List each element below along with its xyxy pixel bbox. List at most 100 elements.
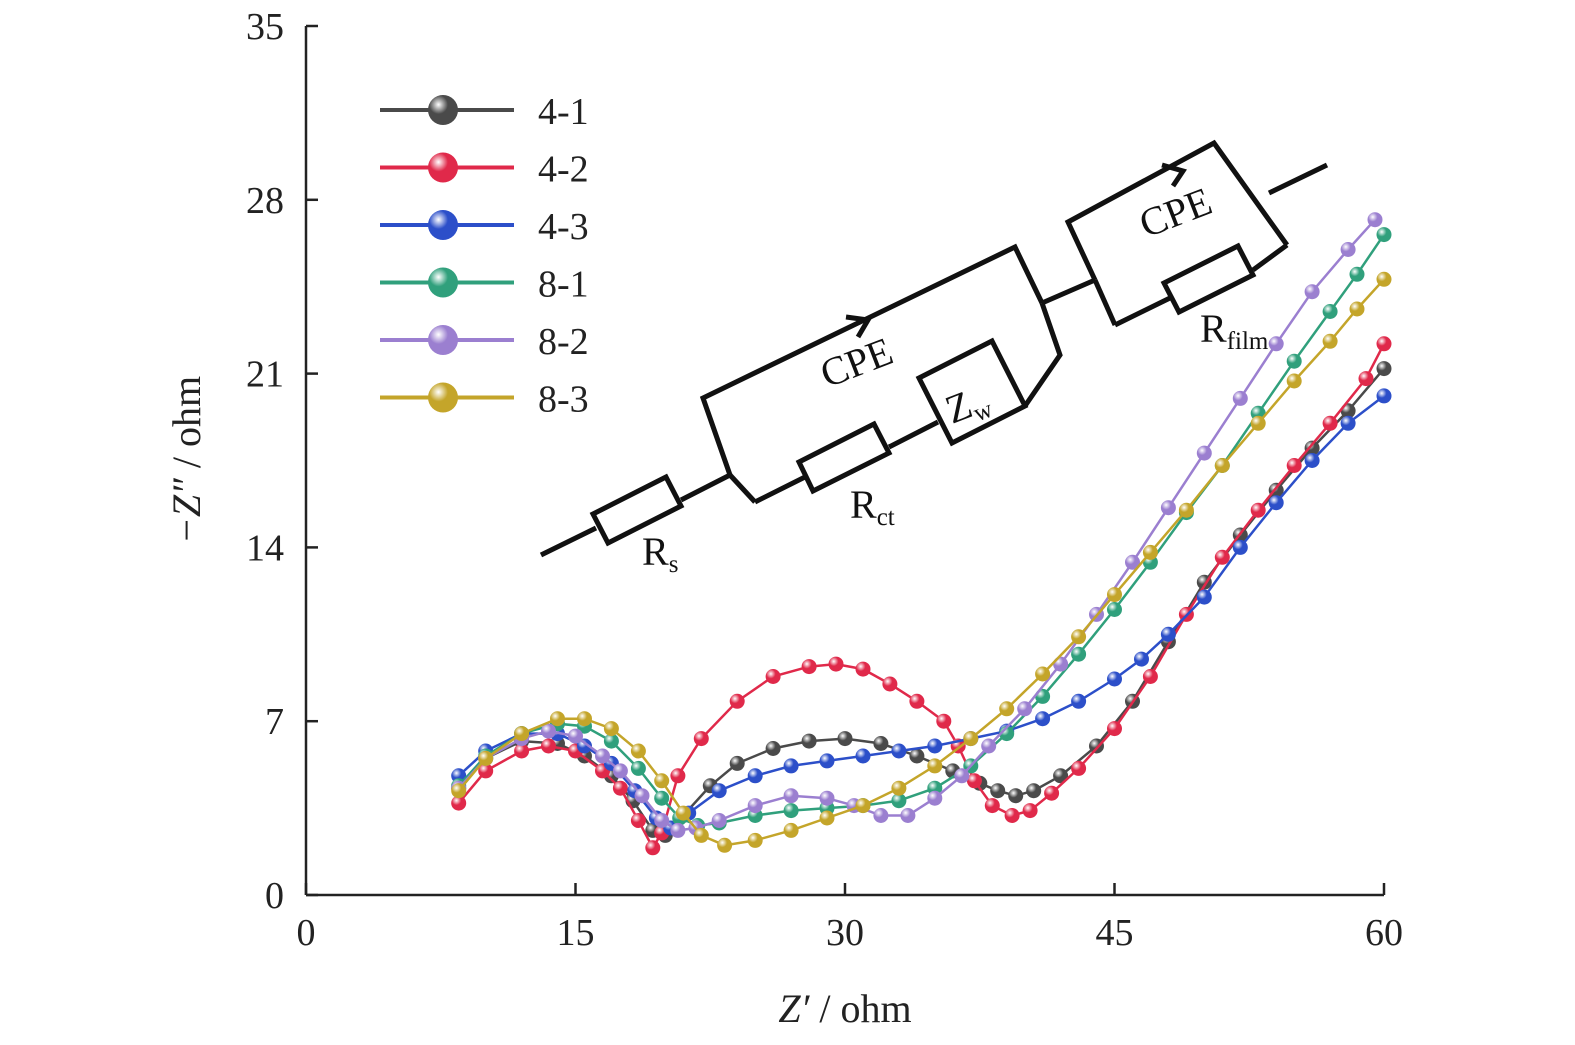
label-rct: Rct bbox=[850, 482, 895, 531]
y-tick-label: 7 bbox=[265, 701, 284, 743]
data-point bbox=[1232, 539, 1248, 555]
data-point bbox=[1044, 785, 1060, 801]
data-point bbox=[891, 743, 907, 759]
data-point bbox=[550, 711, 565, 727]
y-tick-label: 14 bbox=[246, 527, 284, 569]
data-point bbox=[936, 713, 952, 729]
data-point bbox=[514, 726, 530, 742]
data-point bbox=[729, 755, 745, 771]
legend-marker bbox=[428, 95, 458, 125]
data-point bbox=[693, 827, 709, 843]
label-rs: Rs bbox=[642, 529, 678, 578]
x-axis-title: Z′ / ohm bbox=[778, 986, 911, 1031]
legend-marker bbox=[428, 267, 458, 298]
data-point bbox=[963, 731, 979, 747]
data-point bbox=[630, 813, 646, 828]
data-point bbox=[1035, 711, 1051, 727]
y-tick-label: 0 bbox=[265, 875, 284, 917]
legend-label: 8-2 bbox=[538, 321, 589, 363]
x-tick-label: 30 bbox=[826, 912, 864, 954]
legend-item-8-1: 8-1 bbox=[380, 264, 589, 306]
data-point bbox=[717, 837, 733, 853]
data-point bbox=[999, 701, 1015, 717]
legend-label: 8-3 bbox=[538, 379, 589, 421]
data-point bbox=[654, 813, 670, 828]
data-point bbox=[1053, 768, 1069, 784]
series-8-3 bbox=[451, 271, 1392, 853]
cpe2-arrow-head bbox=[1161, 162, 1187, 188]
data-point bbox=[1304, 284, 1320, 300]
circuit-wire bbox=[1041, 277, 1096, 306]
data-point bbox=[1322, 304, 1338, 319]
circuit-wire bbox=[728, 473, 757, 504]
x-tick-label: 0 bbox=[297, 912, 316, 954]
data-point bbox=[729, 693, 745, 709]
data-point bbox=[1071, 646, 1087, 662]
data-point bbox=[855, 798, 871, 814]
y-axis-title-unit: / ohm bbox=[164, 376, 209, 478]
data-point bbox=[630, 743, 646, 759]
data-point bbox=[654, 773, 670, 789]
legend-marker bbox=[428, 152, 458, 183]
data-point bbox=[693, 731, 709, 747]
data-point bbox=[1022, 803, 1038, 819]
data-point bbox=[1026, 783, 1042, 799]
data-point bbox=[451, 783, 467, 799]
data-point bbox=[819, 753, 835, 769]
legend-item-8-2: 8-2 bbox=[380, 321, 589, 363]
data-point bbox=[909, 693, 925, 709]
data-point bbox=[1160, 500, 1176, 516]
circuit-wire-lead-in bbox=[539, 525, 598, 558]
legend-marker bbox=[428, 325, 458, 355]
data-point bbox=[1376, 336, 1392, 352]
data-point bbox=[634, 788, 650, 804]
data-point bbox=[927, 790, 943, 806]
data-point bbox=[711, 783, 727, 799]
data-point bbox=[927, 758, 943, 774]
data-point bbox=[1004, 808, 1020, 823]
legend: 4-1 4-2 4-3 8-1 8-2 8-3 bbox=[380, 91, 589, 421]
label-rfilm: Rfilm bbox=[1200, 306, 1269, 355]
resistor-rct bbox=[795, 420, 893, 495]
data-point bbox=[765, 669, 781, 684]
data-point bbox=[1376, 271, 1392, 287]
label-rfilm-main: R bbox=[1200, 306, 1227, 351]
data-point bbox=[1250, 415, 1266, 431]
circuit-wire bbox=[1022, 302, 1063, 408]
data-point bbox=[1376, 227, 1392, 243]
data-point bbox=[541, 738, 556, 754]
data-point bbox=[670, 768, 686, 784]
data-point bbox=[1286, 353, 1302, 369]
data-point bbox=[747, 832, 763, 848]
data-point bbox=[1322, 415, 1338, 431]
data-point bbox=[900, 808, 916, 823]
series-4-3 bbox=[451, 388, 1392, 836]
data-point bbox=[882, 676, 898, 692]
legend-item-4-3: 4-3 bbox=[380, 206, 589, 248]
data-point bbox=[645, 840, 661, 856]
data-point bbox=[981, 738, 997, 754]
data-point bbox=[966, 773, 982, 789]
data-point bbox=[783, 803, 799, 819]
circuit-wire bbox=[679, 472, 732, 503]
data-point bbox=[1107, 721, 1122, 737]
data-point bbox=[954, 768, 970, 784]
data-point bbox=[1125, 554, 1140, 570]
data-point bbox=[1358, 371, 1374, 387]
y-ticks: 0 7 14 21 28 35 bbox=[246, 6, 318, 917]
y-axis-title-symbol: −Z″ bbox=[164, 477, 209, 544]
legend-item-4-2: 4-2 bbox=[380, 149, 589, 191]
warburg-element-zw bbox=[915, 337, 1029, 447]
data-point bbox=[828, 656, 844, 672]
data-point bbox=[1349, 266, 1365, 282]
data-point bbox=[612, 763, 628, 779]
label-rs-main: R bbox=[642, 529, 669, 574]
data-point bbox=[577, 711, 592, 727]
circuit-wire bbox=[753, 474, 807, 505]
equivalent-circuit-diagram: Rs CPE Rct Zw CPE Rfilm bbox=[539, 139, 1329, 578]
data-point bbox=[478, 750, 494, 766]
data-point bbox=[837, 731, 853, 747]
data-point bbox=[1160, 626, 1176, 642]
axes: 0 15 30 45 60 0 7 14 21 28 35 Z′ / ohm −Z″ / ohm bbox=[164, 6, 1403, 1031]
